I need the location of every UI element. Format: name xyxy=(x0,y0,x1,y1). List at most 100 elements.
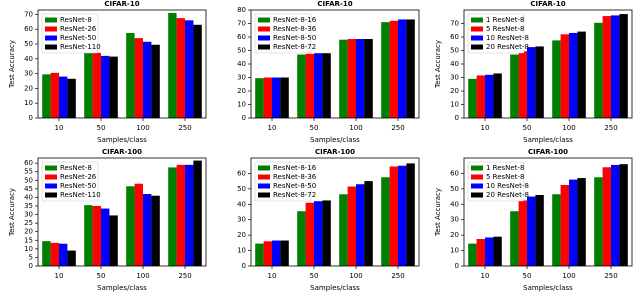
y-tick-label: 20 xyxy=(450,87,459,95)
y-tick-label: 15 xyxy=(24,236,33,244)
bar xyxy=(510,211,519,266)
x-axis-label: Samples/class xyxy=(523,136,573,144)
legend-label: 5 ResNet-8 xyxy=(486,25,524,33)
y-tick-label: 30 xyxy=(450,74,459,82)
y-tick-label: 60 xyxy=(24,159,33,167)
panel: CIFAR-100 Test Accuracy Samples/class 0 10 20… xyxy=(434,148,633,292)
bar xyxy=(297,211,306,266)
bar xyxy=(493,236,502,266)
legend-swatch xyxy=(258,44,270,50)
x-axis-label: Samples/class xyxy=(97,284,147,292)
y-tick-label: 70 xyxy=(237,20,246,28)
bar xyxy=(322,53,331,119)
bar xyxy=(50,242,59,266)
chart-title: CIFAR-100 xyxy=(315,148,355,156)
plot-frame xyxy=(463,9,633,119)
y-tick-label: 50 xyxy=(450,185,459,193)
bar xyxy=(468,243,477,266)
legend-swatch xyxy=(471,192,483,198)
y-tick-label: 60 xyxy=(237,33,246,41)
y-axis-label: Test Accuracy xyxy=(8,40,16,89)
bar xyxy=(42,241,51,266)
legend-swatch xyxy=(471,26,483,32)
bar xyxy=(611,164,620,266)
bar xyxy=(485,237,494,266)
legend-swatch xyxy=(258,165,270,171)
bar xyxy=(468,78,477,118)
legend-swatch xyxy=(45,35,57,41)
bar xyxy=(84,205,93,266)
y-tick-label: 20 xyxy=(237,87,246,95)
bar xyxy=(476,239,485,266)
bar xyxy=(619,14,628,118)
y-tick-label: 0 xyxy=(29,114,33,122)
x-axis-label: Samples/class xyxy=(523,284,573,292)
y-tick-label: 0 xyxy=(29,262,33,270)
bar xyxy=(527,196,536,266)
y-tick-label: 50 xyxy=(24,176,33,184)
legend-label: ResNet-8-36 xyxy=(273,173,317,181)
bar xyxy=(101,208,110,266)
y-tick-label: 60 xyxy=(450,33,459,41)
y-tick-label: 45 xyxy=(24,185,33,193)
legend-label: ResNet-8-72 xyxy=(273,43,316,51)
bar xyxy=(59,76,68,118)
y-tick-label: 10 xyxy=(237,247,246,255)
bar xyxy=(406,19,415,119)
legend-label: 20 ResNet-8 xyxy=(486,43,529,51)
legend-swatch xyxy=(258,174,270,180)
legend-swatch xyxy=(258,17,270,23)
y-tick-label: 10 xyxy=(450,101,459,109)
bar xyxy=(109,56,118,118)
x-tick-label: 100 xyxy=(349,272,362,280)
bar xyxy=(485,74,494,118)
bar xyxy=(50,72,59,118)
legend-label: ResNet-8 xyxy=(60,16,92,24)
legend-swatch xyxy=(258,35,270,41)
bar xyxy=(560,185,569,266)
y-tick-label: 5 xyxy=(29,253,33,261)
x-tick-label: 250 xyxy=(604,124,617,132)
bar xyxy=(185,164,194,266)
bar xyxy=(594,22,603,119)
legend-swatch xyxy=(471,17,483,23)
bar xyxy=(398,165,407,266)
bar xyxy=(602,167,611,266)
bar xyxy=(101,55,110,118)
legend-label: 10 ResNet-8 xyxy=(486,182,529,190)
legend-label: ResNet-8-50 xyxy=(273,182,316,190)
bar xyxy=(569,32,578,119)
legend-label: ResNet-8-72 xyxy=(273,191,316,199)
bar xyxy=(143,41,152,118)
bar xyxy=(126,32,135,119)
bar xyxy=(518,51,527,118)
y-tick-label: 30 xyxy=(24,211,33,219)
legend-swatch xyxy=(471,44,483,50)
legend-label: ResNet-8-36 xyxy=(273,25,317,33)
bar xyxy=(67,250,76,266)
chart-title: CIFAR-10 xyxy=(317,0,352,8)
y-axis-label: Test Accuracy xyxy=(434,40,442,89)
y-tick-label: 0 xyxy=(455,114,459,122)
x-tick-label: 10 xyxy=(55,272,64,280)
legend-swatch xyxy=(258,183,270,189)
y-tick-label: 30 xyxy=(237,216,246,224)
bar xyxy=(322,200,331,266)
legend-swatch xyxy=(45,17,57,23)
plot-frame xyxy=(250,157,420,267)
bar xyxy=(552,194,561,266)
y-tick-label: 40 xyxy=(24,193,33,201)
bar xyxy=(381,177,390,266)
bar xyxy=(263,241,272,266)
legend-label: 20 ResNet-8 xyxy=(486,191,529,199)
panel: CIFAR-10 Test Accuracy Samples/class 0 10 20 3… xyxy=(434,0,633,144)
bar xyxy=(535,46,544,119)
x-tick-label: 10 xyxy=(268,272,277,280)
plot-frame xyxy=(37,9,207,119)
legend-label: ResNet-8-16 xyxy=(273,16,317,24)
y-tick-label: 0 xyxy=(242,114,246,122)
panel: CIFAR-10 Samples/class 0 10 20 30 40 50 60 70 80 10… xyxy=(237,0,420,144)
legend-label: ResNet-8 xyxy=(60,164,92,172)
bar xyxy=(535,195,544,266)
